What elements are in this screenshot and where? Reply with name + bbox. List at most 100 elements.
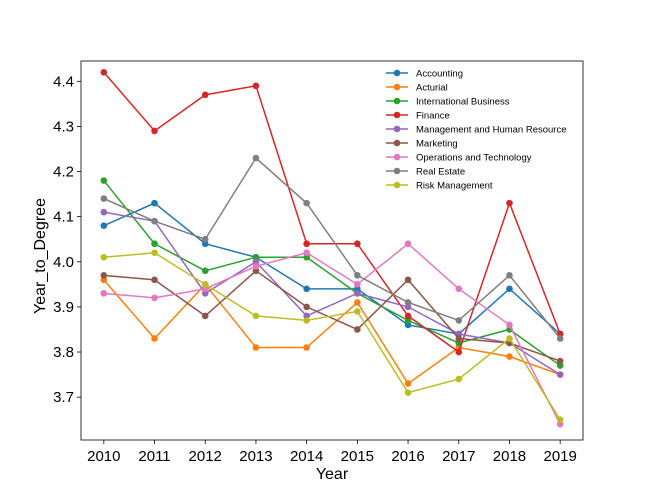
- data-point: [151, 127, 158, 135]
- data-point: [201, 281, 209, 288]
- x-axis-label: Year: [316, 466, 349, 483]
- data-point: [404, 321, 412, 329]
- data-point: [252, 262, 260, 270]
- data-point: [455, 285, 463, 293]
- series-line: [103, 202, 561, 335]
- data-point: [151, 294, 158, 302]
- x-tick-label: 2011: [138, 448, 170, 465]
- legend-item: Real Estate: [386, 167, 465, 178]
- series-line: [103, 156, 561, 339]
- legend-marker: [393, 97, 401, 105]
- legend-marker: [393, 111, 401, 119]
- data-point: [151, 335, 158, 342]
- data-point: [303, 249, 310, 257]
- data-point: [506, 285, 513, 293]
- data-point: [354, 285, 361, 293]
- data-point: [404, 240, 412, 248]
- axes-frame: [80, 60, 584, 441]
- series-finance: [100, 68, 564, 356]
- data-point: [151, 276, 158, 284]
- data-point: [404, 317, 412, 324]
- data-point: [100, 68, 108, 76]
- data-point: [354, 281, 361, 288]
- data-point: [252, 312, 260, 320]
- legend-marker: [393, 125, 401, 133]
- plot-area: [80, 60, 584, 441]
- data-point: [556, 362, 564, 369]
- legend-label: Finance: [416, 111, 450, 122]
- data-point: [303, 285, 310, 293]
- data-point: [201, 240, 209, 248]
- x-tick-label: 2014: [290, 448, 323, 465]
- data-point: [556, 335, 564, 342]
- data-point: [556, 357, 564, 365]
- data-point: [201, 267, 209, 275]
- series-line: [103, 279, 561, 385]
- legend-item: Finance: [386, 111, 450, 122]
- x-tick-label: 2017: [442, 448, 475, 465]
- data-point: [100, 290, 108, 297]
- data-point: [354, 308, 361, 315]
- legend-item: Accounting: [386, 69, 463, 80]
- data-point: [404, 303, 412, 311]
- legend-label: Acturial: [416, 83, 448, 94]
- data-point: [252, 253, 260, 261]
- data-point: [252, 82, 260, 90]
- x-axis: 2010 2011 2012 2013 2014 2015 2016 2017 2018 2019: [87, 440, 577, 465]
- data-point: [556, 371, 564, 378]
- x-tick-label: 2016: [391, 448, 424, 465]
- data-point: [252, 258, 260, 266]
- data-point: [354, 290, 361, 297]
- data-point: [303, 303, 310, 311]
- legend-label: Risk Management: [416, 181, 493, 192]
- y-tick-label: 4.1: [53, 209, 74, 226]
- data-point: [556, 416, 564, 424]
- data-point: [455, 375, 463, 383]
- data-point: [303, 317, 310, 324]
- legend-item: International Business: [386, 97, 510, 108]
- series-line: [103, 180, 561, 367]
- series-line: [103, 71, 561, 354]
- data-point: [455, 317, 463, 324]
- legend-item: Management and Human Resource: [386, 125, 567, 136]
- legend-item: Acturial: [386, 83, 448, 94]
- series-operations-and-technology: [100, 240, 564, 428]
- legend-marker: [393, 153, 401, 161]
- data-point: [455, 335, 463, 342]
- data-point: [100, 208, 108, 216]
- data-point: [100, 272, 108, 279]
- data-point: [100, 222, 108, 229]
- legend-marker: [393, 83, 401, 91]
- data-point: [354, 240, 361, 248]
- data-point: [201, 235, 209, 243]
- legend-marker: [393, 139, 401, 147]
- data-point: [506, 199, 513, 207]
- y-axis: 3.7 3.8 3.9 4.0 4.1 4.2 4.3 4.4: [53, 73, 81, 406]
- data-point: [252, 154, 260, 162]
- data-point: [354, 299, 361, 306]
- legend-label: Operations and Technology: [416, 153, 532, 164]
- y-axis-label: Year_to_Degree: [32, 198, 49, 314]
- y-tick-label: 3.8: [53, 344, 74, 361]
- legend-label: Management and Human Resource: [416, 125, 567, 136]
- y-tick-label: 3.9: [53, 299, 74, 316]
- data-point: [252, 267, 260, 275]
- data-point: [303, 253, 310, 261]
- y-tick-label: 4.0: [53, 254, 74, 271]
- data-point: [303, 199, 310, 207]
- legend-label: Real Estate: [416, 167, 465, 178]
- data-point: [404, 299, 412, 306]
- series-line: [103, 269, 561, 362]
- data-point: [506, 335, 513, 342]
- x-tick-label: 2013: [239, 448, 272, 465]
- series-real-estate: [100, 154, 564, 342]
- data-point: [455, 348, 463, 356]
- data-point: [303, 312, 310, 320]
- legend-label: Marketing: [416, 139, 458, 150]
- data-point: [506, 353, 513, 360]
- legend-label: Accounting: [416, 69, 463, 80]
- series-line: [103, 211, 561, 376]
- data-point: [100, 195, 108, 202]
- series-acturial: [100, 276, 564, 387]
- data-point: [100, 276, 108, 284]
